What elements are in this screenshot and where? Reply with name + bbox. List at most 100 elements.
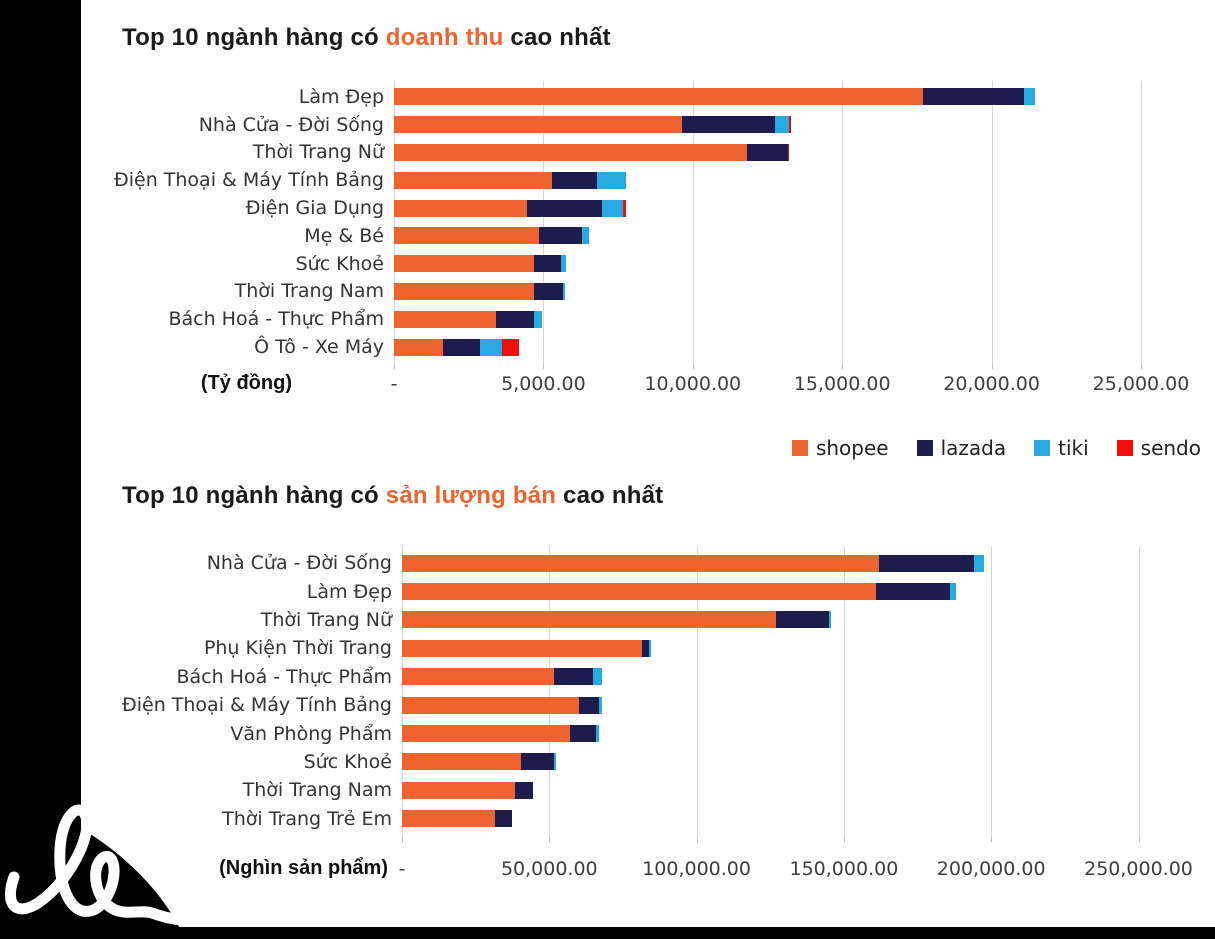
bar-segment-lazada [494, 810, 513, 828]
bar-segment-lazada [443, 338, 480, 356]
bar-segment-sendo [622, 199, 627, 217]
gridline [991, 547, 993, 837]
category-label: Thời Trang Nam [242, 779, 392, 802]
bar-segment-shopee [394, 171, 553, 189]
gridline [692, 81, 694, 364]
bar-segment-tiki [601, 199, 623, 217]
legend-label: tiki [1058, 436, 1089, 460]
bar-row: Sức Khoẻ [0, 250, 1160, 278]
category-label: Nhà Cửa - Đời Sống [198, 113, 384, 136]
bar-row: Làm Đẹp [0, 83, 1160, 111]
axis-tick-label: 200,000.00 [936, 858, 1046, 880]
category-label: Bách Hoá - Thực Phẩm [168, 308, 384, 331]
bar-segment-tiki [973, 554, 984, 572]
category-label: Sức Khoẻ [303, 750, 392, 773]
legend-swatch-lazada [916, 440, 933, 456]
gridline [543, 81, 545, 364]
gridline [402, 547, 403, 837]
bar-segment-lazada [538, 227, 583, 245]
bar-segment-lazada [534, 255, 562, 273]
bar-segment-shopee [394, 255, 535, 273]
axis-tick-mark [543, 364, 545, 369]
gridline [843, 547, 845, 837]
bar-segment-tiki [597, 171, 626, 189]
axis-tick-label: 15,000.00 [793, 373, 891, 395]
legend-swatch-sendo [1116, 440, 1133, 456]
category-label: Điện Gia Dụng [245, 197, 384, 220]
volume-x-axis: (Nghìn sản phẩm) - 50,000.00 100,000.00 150… [0, 857, 1215, 884]
axis-tick-label: 25,000.00 [1092, 373, 1190, 395]
legend-label: shopee [815, 436, 889, 460]
axis-tick-mark [394, 364, 395, 369]
bar-segment-tiki [649, 639, 651, 657]
category-label: Thời Trang Trẻ Em [222, 807, 392, 830]
bar-segment-tiki [829, 611, 831, 629]
bar-row: Sức Khoẻ [0, 748, 1160, 776]
bar-segment-lazada [682, 116, 775, 134]
gridline [842, 81, 844, 364]
volume-chart-section: Top 10 ngành hàng có sản lượng bán cao n… [0, 458, 1215, 903]
category-label: Điện Thoại & Máy Tính Bảng [122, 694, 392, 717]
bar-segment-shopee [394, 116, 683, 134]
bar-segment-shopee [402, 810, 495, 828]
bar-row: Điện Gia Dụng [0, 194, 1160, 222]
axis-tick-mark [692, 364, 694, 369]
axis-tick-mark [1138, 837, 1140, 842]
axis-tick-label: 150,000.00 [789, 858, 899, 880]
bar-segment-lazada [521, 753, 554, 771]
axis-tick-label: - [398, 858, 406, 880]
revenue-axis-unit-label: (Tỷ đồng) [200, 372, 292, 394]
bar-row: Thời Trang Nam [0, 278, 1160, 306]
bar-segment-sendo [787, 143, 790, 161]
bar-row: Mẹ & Bé [0, 222, 1160, 250]
bar-segment-tiki [1024, 88, 1035, 106]
axis-tick-mark [402, 837, 403, 842]
bar-segment-tiki [562, 282, 565, 300]
bar-row: Thời Trang Nữ [0, 606, 1160, 634]
bar-segment-shopee [394, 143, 747, 161]
bar-segment-lazada [746, 143, 788, 161]
category-label: Làm Đẹp [298, 85, 384, 108]
category-label: Phụ Kiện Thời Trang [203, 637, 392, 660]
bar-row: Điện Thoại & Máy Tính Bảng [0, 166, 1160, 194]
bar-segment-shopee [394, 338, 444, 356]
title-suffix: cao nhất [503, 24, 611, 51]
category-label: Bách Hoá - Thực Phẩm [176, 665, 392, 688]
title-prefix: Top 10 ngành hàng có [122, 482, 386, 509]
bar-row: Văn Phòng Phẩm [0, 719, 1160, 747]
bar-row: Bách Hoá - Thực Phẩm [0, 305, 1160, 333]
bar-segment-lazada [578, 696, 600, 714]
handwritten-squiggle-icon [0, 795, 244, 939]
revenue-chart-section: Top 10 ngành hàng có doanh thu cao nhất … [0, 0, 1215, 430]
category-label: Thời Trang Nữ [252, 141, 384, 164]
axis-tick-label: 20,000.00 [943, 373, 1040, 395]
title-suffix: cao nhất [556, 482, 664, 509]
bar-row: Thời Trang Nam [0, 776, 1160, 804]
bar-segment-shopee [402, 668, 554, 686]
bar-segment-lazada [879, 554, 974, 572]
bar-segment-lazada [642, 639, 650, 657]
title-prefix: Top 10 ngành hàng có [122, 24, 386, 51]
bar-segment-sendo [501, 338, 519, 356]
category-label: Thời Trang Nam [234, 280, 384, 303]
bar-segment-shopee [394, 310, 496, 328]
gridline [991, 81, 993, 364]
axis-tick-label: 100,000.00 [642, 858, 751, 880]
category-label: Mẹ & Bé [304, 224, 384, 247]
bar-segment-tiki [596, 725, 599, 743]
legend-label: sendo [1140, 436, 1201, 460]
title-highlight: doanh thu [385, 24, 504, 51]
chart-legend: shopee lazada tiki sendo [791, 436, 1201, 460]
bar-segment-tiki [553, 753, 557, 771]
category-label: Ô Tô - Xe Máy [254, 336, 384, 359]
bar-segment-tiki [582, 227, 590, 245]
gridline [696, 547, 698, 837]
gridline [394, 81, 395, 364]
axis-tick-mark [991, 837, 993, 842]
bar-segment-shopee [402, 781, 516, 799]
bar-segment-lazada [553, 668, 594, 686]
bar-segment-shopee [402, 725, 570, 743]
title-highlight: sản lượng bán [385, 482, 557, 509]
category-label: Sức Khoẻ [295, 252, 384, 275]
legend-swatch-shopee [791, 440, 808, 456]
